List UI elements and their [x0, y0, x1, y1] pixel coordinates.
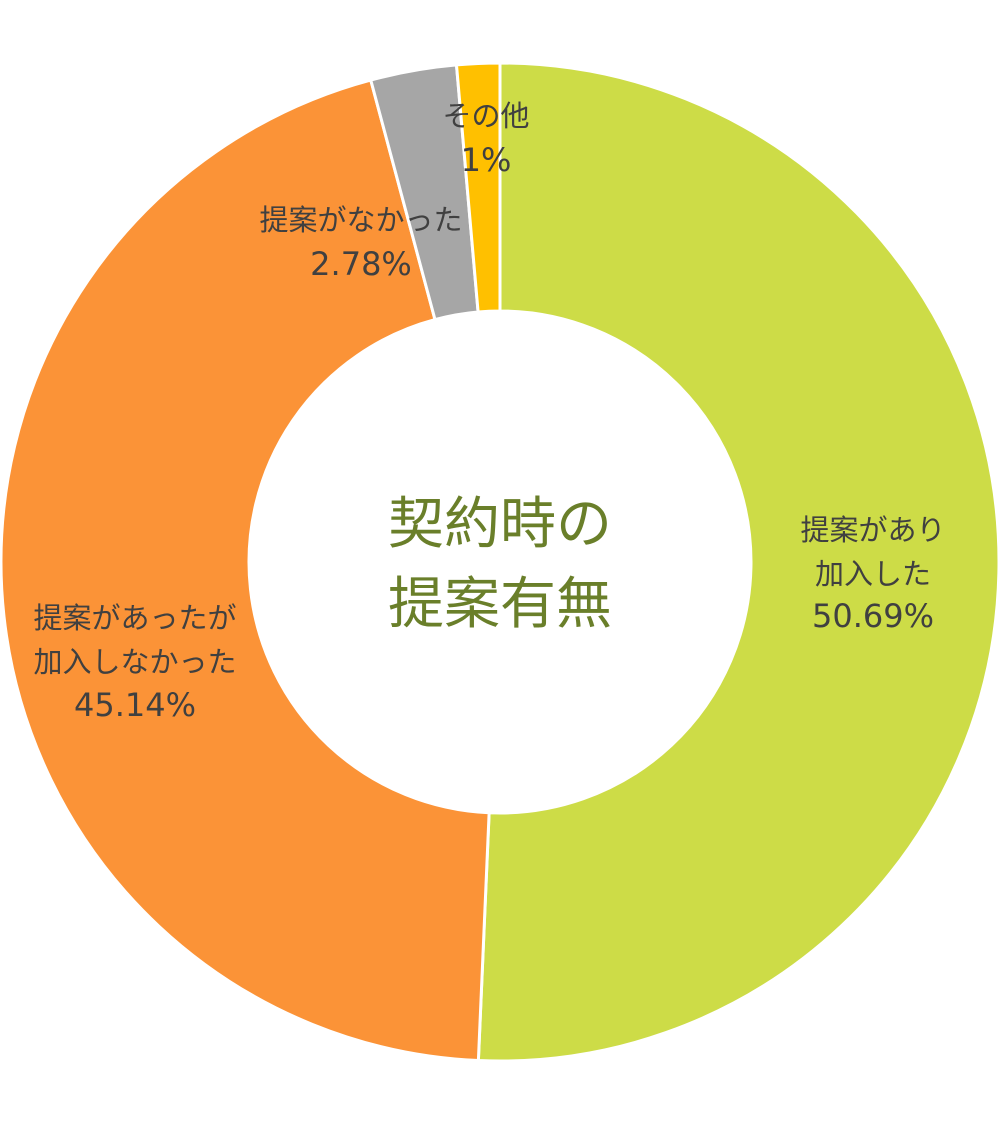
donut-slice-2: [0, 78, 491, 1063]
slice-2-value-label: 45.14%: [74, 686, 196, 724]
slice-1-label-line-2: 加入した: [815, 557, 931, 591]
center-title-line-2: 提案有無: [388, 572, 612, 637]
slice-3-value-label: 2.78%: [310, 245, 412, 283]
slice-2-label-line-1: 提案があったが: [33, 601, 236, 635]
slice-1-value-label: 50.69%: [812, 597, 934, 635]
donut-slice-1: [476, 61, 1000, 1063]
slices-layer: [0, 61, 1000, 1063]
slice-4-label-line-1: その他: [442, 99, 529, 133]
center-title-line-1: 契約時の: [388, 492, 612, 557]
slice-2-label-line-2: 加入しなかった: [33, 645, 236, 679]
slice-4-value-label: 1%: [461, 141, 512, 179]
slice-3-label-line-1: 提案がなかった: [259, 203, 462, 237]
donut-slice-4: [454, 61, 502, 314]
slice-1-label-line-1: 提案があり: [800, 513, 945, 547]
center-title: 契約時の 提案有無: [388, 492, 612, 637]
